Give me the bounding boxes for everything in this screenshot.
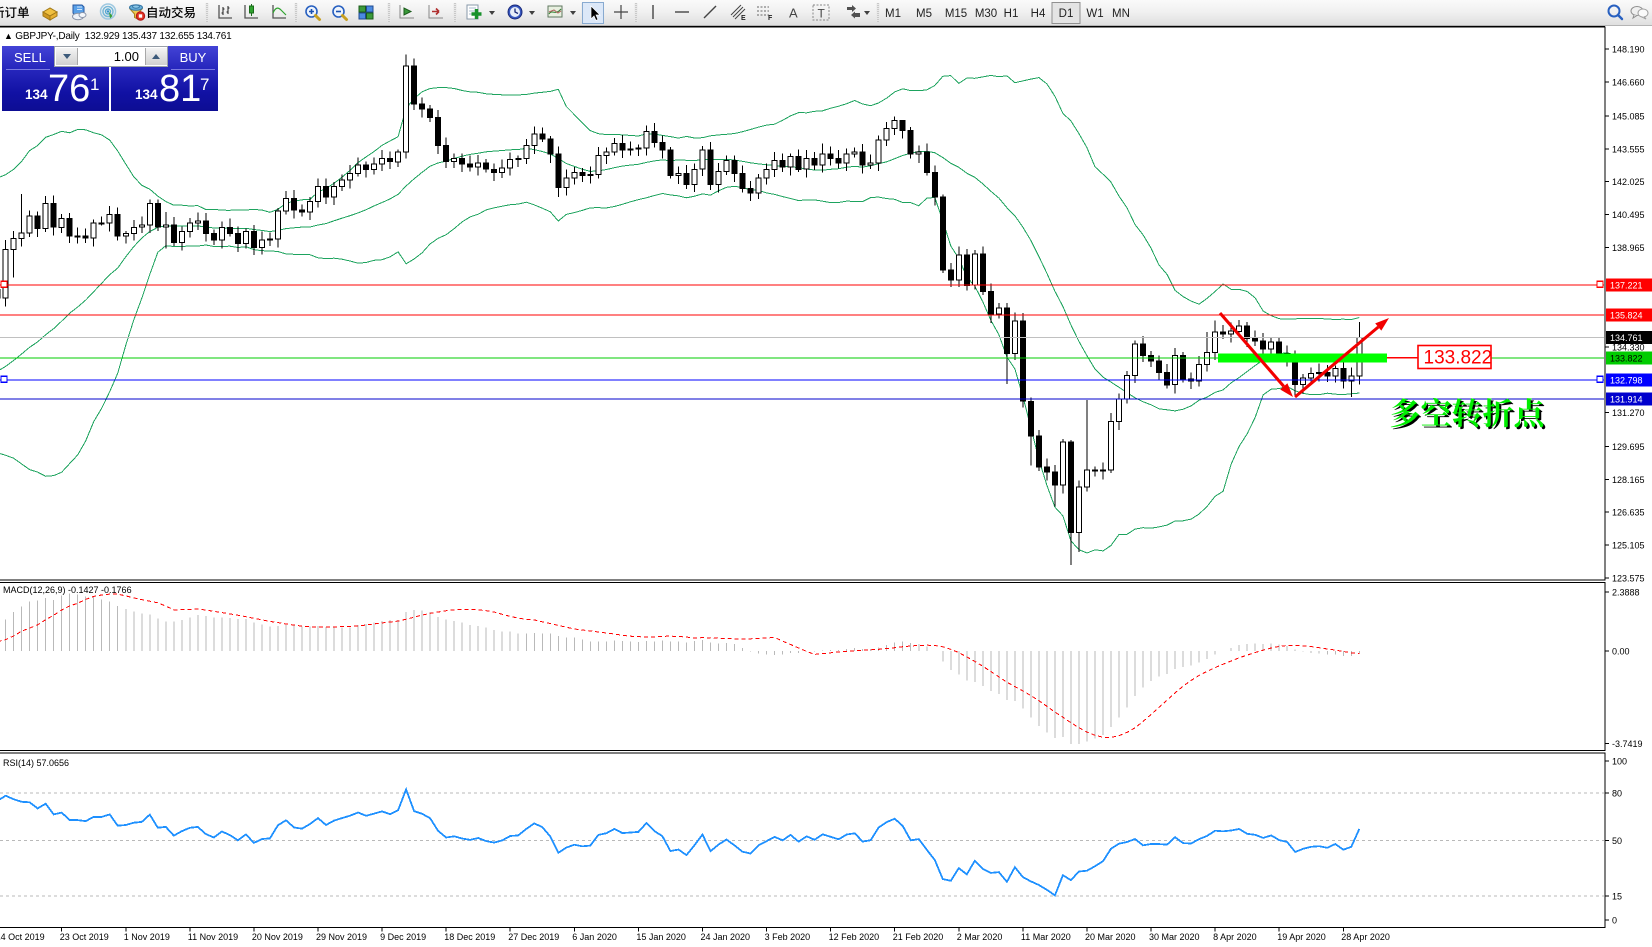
svg-text:142.025: 142.025 xyxy=(1612,177,1645,187)
svg-text:143.555: 143.555 xyxy=(1612,144,1645,154)
svg-text:145.085: 145.085 xyxy=(1612,111,1645,121)
svg-text:H4: H4 xyxy=(1031,8,1046,20)
svg-text:M5: M5 xyxy=(916,8,932,20)
svg-text:0: 0 xyxy=(1612,916,1617,926)
svg-text:T: T xyxy=(818,7,826,21)
svg-text:0.00: 0.00 xyxy=(1612,647,1630,657)
svg-text:W1: W1 xyxy=(1086,8,1103,20)
svg-text:11 Mar 2020: 11 Mar 2020 xyxy=(1021,932,1071,942)
svg-text:MN: MN xyxy=(1112,8,1130,20)
svg-text:2 Mar 2020: 2 Mar 2020 xyxy=(957,932,1003,942)
svg-text:23 Oct 2019: 23 Oct 2019 xyxy=(60,932,109,942)
svg-text:15 Jan 2020: 15 Jan 2020 xyxy=(636,932,686,942)
svg-text:15: 15 xyxy=(1612,892,1622,902)
svg-text:3 Feb 2020: 3 Feb 2020 xyxy=(765,932,811,942)
svg-text:100: 100 xyxy=(1612,757,1627,767)
svg-text:A: A xyxy=(789,6,798,21)
svg-text:123.575: 123.575 xyxy=(1612,573,1645,583)
svg-text:RSI(14) 57.0656: RSI(14) 57.0656 xyxy=(3,758,69,768)
svg-text:138.965: 138.965 xyxy=(1612,243,1645,253)
svg-text:27 Dec 2019: 27 Dec 2019 xyxy=(508,932,559,942)
svg-text:20 Nov 2019: 20 Nov 2019 xyxy=(252,932,303,942)
svg-text:14 Oct 2019: 14 Oct 2019 xyxy=(0,932,45,942)
svg-text:19 Apr 2020: 19 Apr 2020 xyxy=(1277,932,1326,942)
svg-text:2.3888: 2.3888 xyxy=(1612,588,1640,598)
svg-text:11 Nov 2019: 11 Nov 2019 xyxy=(188,932,238,942)
svg-text:H1: H1 xyxy=(1004,8,1019,20)
svg-text:131.270: 131.270 xyxy=(1612,408,1645,418)
svg-text:28 Apr 2020: 28 Apr 2020 xyxy=(1341,932,1390,942)
svg-text:21 Feb 2020: 21 Feb 2020 xyxy=(893,932,944,942)
svg-text:125.105: 125.105 xyxy=(1612,541,1645,551)
svg-text:9 Dec 2019: 9 Dec 2019 xyxy=(380,932,426,942)
svg-text:133.822: 133.822 xyxy=(1424,348,1493,369)
svg-text:132.798: 132.798 xyxy=(1610,375,1643,385)
svg-text:134.761: 134.761 xyxy=(1610,333,1643,343)
svg-text:8 Apr 2020: 8 Apr 2020 xyxy=(1213,932,1257,942)
svg-text:M15: M15 xyxy=(945,8,967,20)
svg-text:MACD(12,26,9) -0.1427 -0.1766: MACD(12,26,9) -0.1427 -0.1766 xyxy=(3,585,132,595)
svg-text:131.914: 131.914 xyxy=(1610,394,1643,404)
svg-text:D1: D1 xyxy=(1059,8,1074,20)
svg-text:18 Dec 2019: 18 Dec 2019 xyxy=(444,932,495,942)
svg-text:E: E xyxy=(741,15,746,22)
svg-text:1 Nov 2019: 1 Nov 2019 xyxy=(124,932,170,942)
svg-text:M30: M30 xyxy=(975,8,997,20)
svg-text:133.822: 133.822 xyxy=(1610,353,1643,363)
svg-text:146.660: 146.660 xyxy=(1612,78,1645,88)
svg-text:24 Jan 2020: 24 Jan 2020 xyxy=(701,932,751,942)
svg-text:134.330: 134.330 xyxy=(1612,342,1645,352)
svg-text:135.824: 135.824 xyxy=(1610,310,1643,320)
svg-text:50: 50 xyxy=(1612,836,1622,846)
svg-text:29 Nov 2019: 29 Nov 2019 xyxy=(316,932,367,942)
svg-text:-3.7419: -3.7419 xyxy=(1612,739,1643,749)
svg-text:140.495: 140.495 xyxy=(1612,210,1645,220)
svg-text:148.190: 148.190 xyxy=(1612,45,1645,55)
svg-text:30 Mar 2020: 30 Mar 2020 xyxy=(1149,932,1200,942)
svg-text:12 Feb 2020: 12 Feb 2020 xyxy=(829,932,880,942)
svg-text:M1: M1 xyxy=(885,8,901,20)
svg-text:128.165: 128.165 xyxy=(1612,475,1645,485)
svg-text:6 Jan 2020: 6 Jan 2020 xyxy=(572,932,617,942)
svg-text:20 Mar 2020: 20 Mar 2020 xyxy=(1085,932,1136,942)
svg-text:129.695: 129.695 xyxy=(1612,442,1645,452)
svg-text:126.635: 126.635 xyxy=(1612,508,1645,518)
svg-text:F: F xyxy=(768,15,773,22)
svg-text:80: 80 xyxy=(1612,788,1622,798)
svg-text:137.221: 137.221 xyxy=(1610,280,1643,290)
